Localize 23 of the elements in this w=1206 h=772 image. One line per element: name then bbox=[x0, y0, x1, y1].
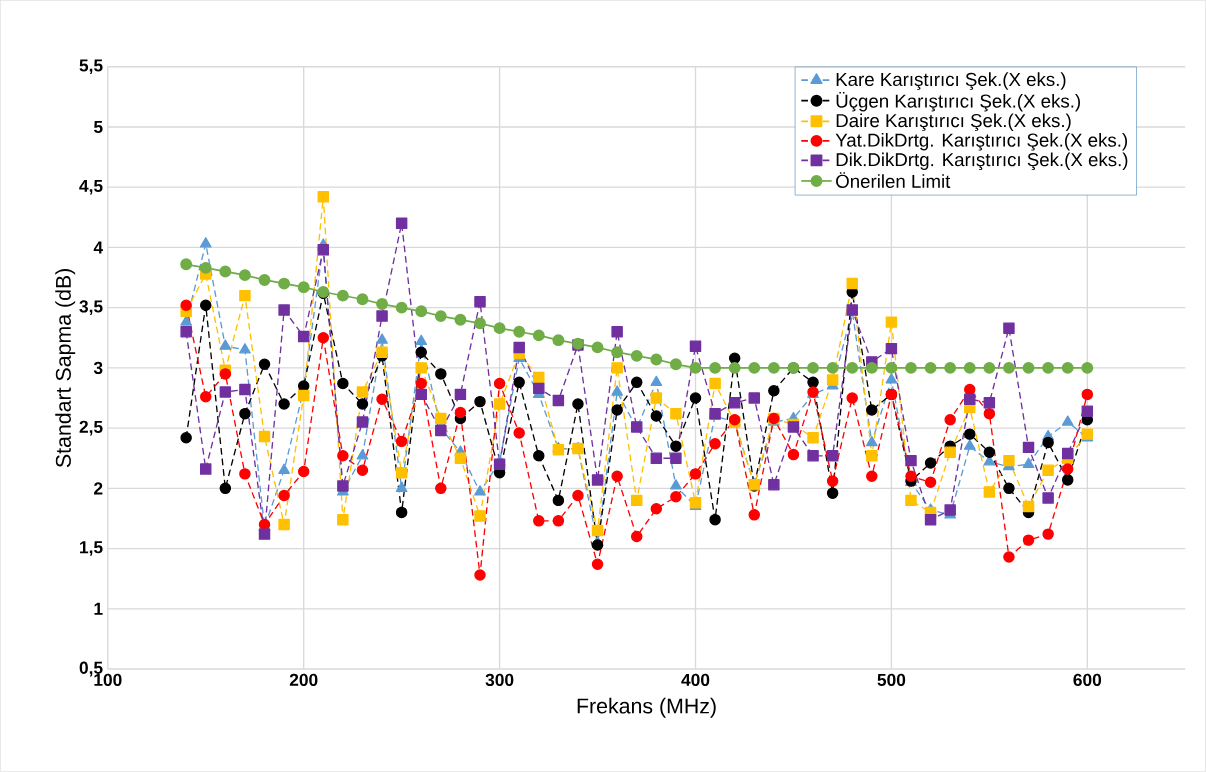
legend-label: Yat.DikDrtg. Karıştırıcı Şek.(X eks.) bbox=[835, 133, 1128, 151]
legend-label: Daire Karıştırıcı Şek.(X eks.) bbox=[836, 113, 1071, 132]
y-tick-label: 3 bbox=[93, 361, 103, 375]
y-tick-label: 3,5 bbox=[79, 300, 103, 316]
legend-label: Önerilen Limit bbox=[836, 172, 951, 189]
y-tick-label: 4,5 bbox=[79, 180, 103, 195]
y-tick-label: 5,5 bbox=[79, 59, 103, 75]
legend-label: Kare Karıştırıcı Şek.(X eks.) bbox=[836, 72, 1066, 90]
y-tick-label: 1 bbox=[94, 602, 103, 615]
y-tick-label: 1,5 bbox=[80, 541, 103, 556]
legend-label: Üçgen Karıştırıcı Şek.(X eks.) bbox=[836, 91, 1080, 112]
x-tick-label: 300 bbox=[485, 673, 514, 687]
x-tick-label: 600 bbox=[1073, 673, 1102, 687]
x-tick-label: 500 bbox=[877, 673, 906, 687]
x-axis-title: Frekans (MHz) bbox=[577, 697, 716, 718]
x-tick-label: 400 bbox=[681, 673, 710, 687]
y-tick-label: 4 bbox=[93, 241, 103, 254]
x-tick-label: 200 bbox=[289, 673, 318, 687]
y-tick-label: 2 bbox=[94, 482, 103, 495]
y-tick-label: 5 bbox=[93, 121, 103, 134]
y-axis-title: Standart Sapma (dB) bbox=[55, 269, 76, 468]
legend-label: Dik.DikDrtg. Karıştırıcı Şek.(X eks.) bbox=[836, 152, 1128, 171]
y-tick-label: 2,5 bbox=[79, 420, 103, 436]
